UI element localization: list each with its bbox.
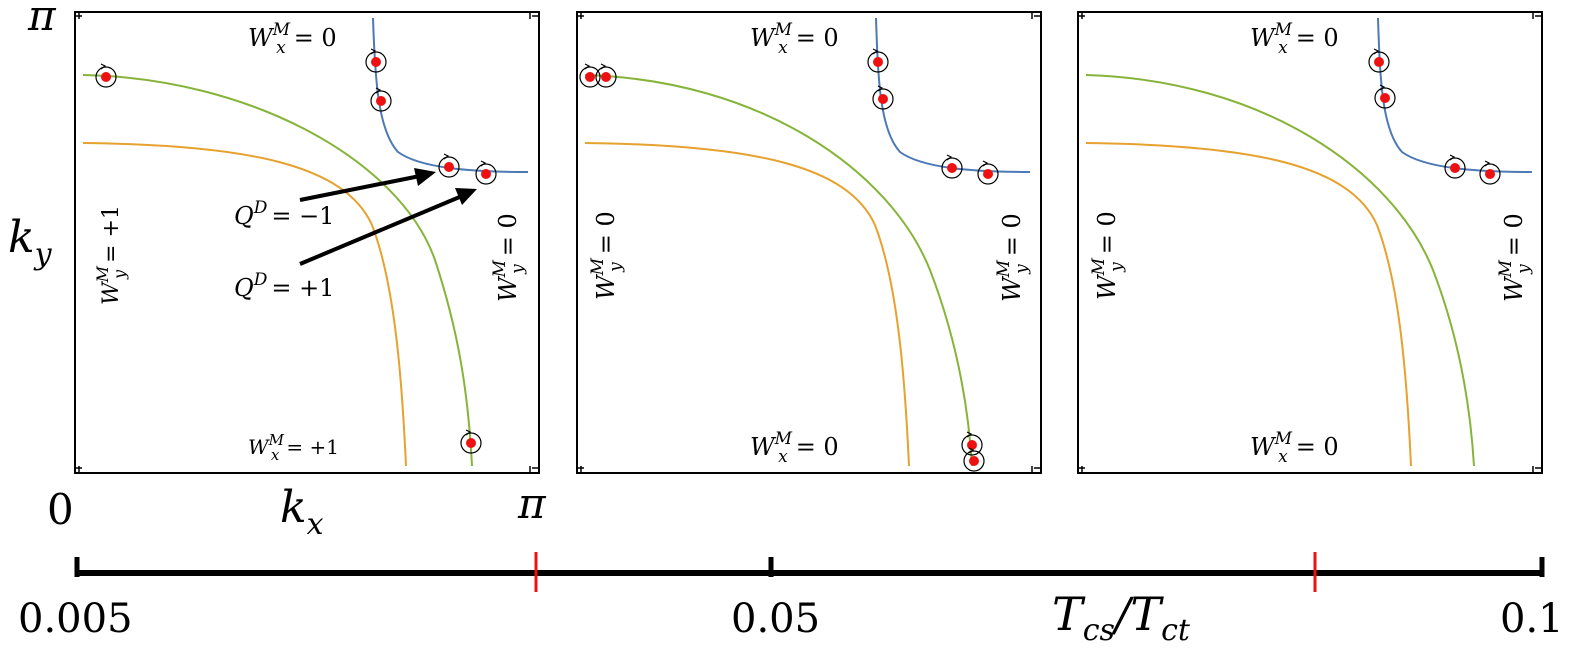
- panel-2: WM x = 0 WM x = 0 WMy= 0 WMy= 0: [576, 11, 1042, 474]
- panel-2-wy-left: WMy= 0: [588, 211, 626, 300]
- panel-1-wy-right: WMy= 0: [490, 213, 528, 302]
- panel-1-green-curve: [82, 74, 473, 467]
- panel-2-frame-ticks: [577, 12, 1041, 473]
- y-axis-top-label: π: [27, 0, 57, 40]
- panel-2-dirac-points: [579, 48, 999, 472]
- scale-label-mid: 0.05: [731, 596, 820, 642]
- x-axis-label: kx: [280, 482, 324, 542]
- dirac-point: [475, 160, 497, 185]
- panel-1-wx-top: WM x = 0: [248, 20, 337, 58]
- panel-2-wx-bottom: WM x = 0: [750, 429, 839, 467]
- panel-3-wy-left: WMy= 0: [1089, 211, 1127, 300]
- panel-2-frame: [576, 11, 1042, 474]
- dirac-point: [438, 153, 460, 178]
- panel-1-wx-bottom: WM x = +1: [248, 431, 339, 464]
- panel-1-frame-ticks: [75, 12, 539, 473]
- panel-2-wy-right: WMy= 0: [994, 213, 1032, 302]
- panel-3-wy-right: WMy= 0: [1496, 213, 1534, 302]
- dirac-point: [1479, 160, 1501, 185]
- scale-label-right: 0.1: [1500, 596, 1564, 642]
- dirac-point: [977, 160, 999, 185]
- dirac-point: [1374, 84, 1396, 109]
- panel-2-wx-top: WM x = 0: [750, 20, 839, 58]
- x-axis-left-label: 0: [47, 485, 74, 534]
- dirac-point: [963, 447, 985, 472]
- panel-1-frame: [74, 11, 540, 474]
- panel-3: WM x = 0 WM x = 0 WMy= 0 WMy= 0: [1077, 11, 1543, 474]
- panel-3-frame-ticks: [1078, 12, 1542, 473]
- panel-2-green-curve: [584, 74, 973, 467]
- panel-1-orange-curve: [82, 142, 407, 467]
- parameter-scale-bar: 0.005 0.05 0.1 Tcs/Tct: [18, 552, 1564, 648]
- dirac-point: [1368, 48, 1390, 73]
- panel-1-wy-left: WMy= +1: [93, 205, 129, 305]
- scale-label-left: 0.005: [18, 596, 133, 642]
- y-axis-label: ky: [8, 212, 53, 272]
- panel-1-blue-curve: [372, 17, 529, 173]
- panel-3-frame: [1077, 11, 1543, 474]
- charge-label-positive: QD = +1: [234, 270, 334, 302]
- panel-1-dirac-points: [95, 48, 497, 454]
- scale-axis-title: Tcs/Tct: [1052, 587, 1191, 648]
- x-axis-right-label: π: [517, 479, 547, 528]
- panel-3-wx-top: WM x = 0: [1250, 20, 1339, 58]
- panel-2-orange-curve: [584, 142, 910, 467]
- panel-3-orange-curve: [1085, 142, 1412, 467]
- charge-arrows: [299, 168, 477, 266]
- panel-2-blue-curve: [875, 17, 1031, 173]
- panel-3-wx-bottom: WM x = 0: [1250, 429, 1339, 467]
- panel-3-green-curve: [1085, 74, 1475, 467]
- panel-1: WM x = 0 WM x = +1 WMy= +1 WMy= 0 QD = −1 QD =…: [74, 11, 540, 474]
- charge-label-negative: QD = −1: [234, 198, 334, 230]
- panel-3-blue-curve: [1377, 17, 1533, 173]
